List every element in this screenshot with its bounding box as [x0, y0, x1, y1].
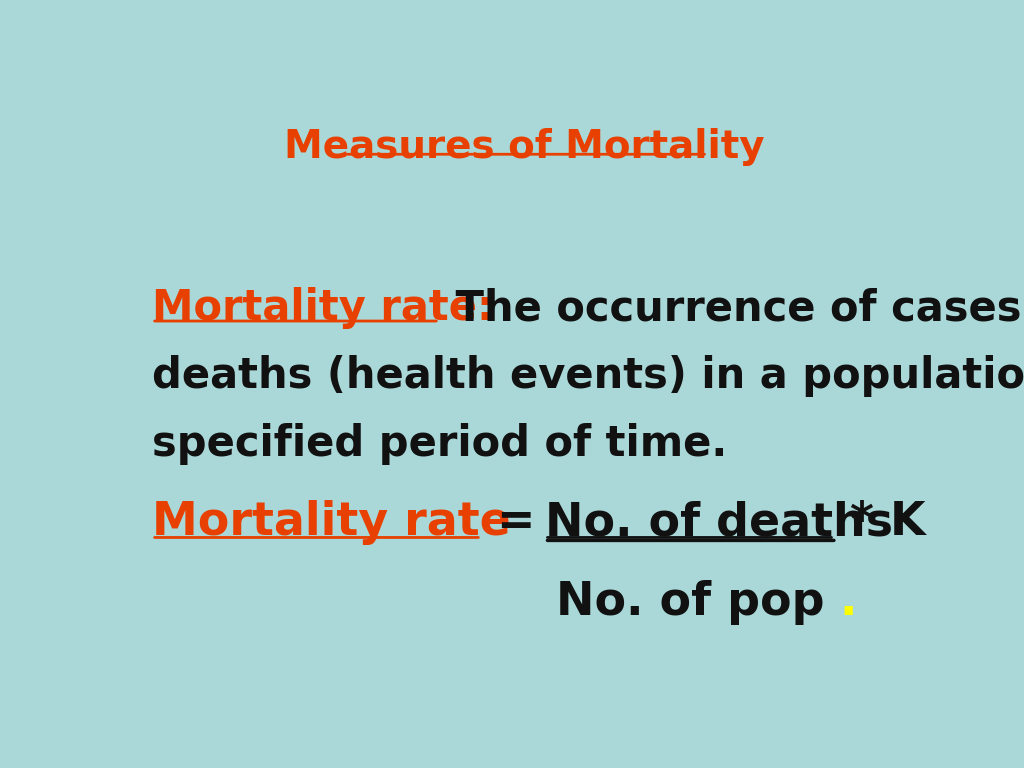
Text: The occurrence of cases of: The occurrence of cases of [441, 287, 1024, 329]
Text: * K: * K [835, 500, 926, 545]
Text: No. of deaths: No. of deaths [545, 500, 893, 545]
Text: =: = [481, 500, 552, 545]
Text: deaths (health events) in a population at a: deaths (health events) in a population a… [152, 356, 1024, 397]
Text: .: . [840, 580, 857, 625]
Text: No. of pop: No. of pop [556, 580, 824, 625]
Text: specified period of time.: specified period of time. [152, 423, 727, 465]
Text: Mortality rate: Mortality rate [152, 500, 511, 545]
Text: Measures of Mortality: Measures of Mortality [285, 127, 765, 166]
Text: Mortality rate:: Mortality rate: [152, 287, 494, 329]
